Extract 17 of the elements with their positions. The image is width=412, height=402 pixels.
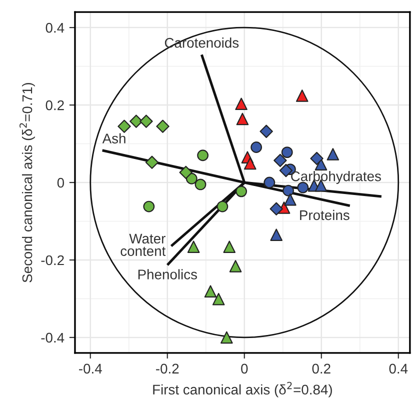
x-tick-label: 0.2 <box>312 364 330 374</box>
y-tick-label: -0.2 <box>41 255 64 266</box>
series-label: Proteins <box>300 210 350 220</box>
y-tick-label: 0 <box>57 178 64 188</box>
x-tick-label: -0.4 <box>79 364 102 374</box>
series-label: Phenolics <box>138 269 197 280</box>
x-axis-title: First canonical axis (δ$^{2}$=0.84) <box>153 382 332 398</box>
y-axis-title: Second canonical axis (δ$^{2}$=0.71) <box>20 82 35 282</box>
series-label: Ash <box>102 133 126 144</box>
series-label: Water content <box>120 234 166 256</box>
x-tick-label: -0.2 <box>156 364 179 374</box>
y-tick-label: 0.2 <box>46 100 64 110</box>
x-tick-label: 0 <box>241 364 248 374</box>
x-tick-label: 0.4 <box>389 364 408 374</box>
y-tick-label: -0.4 <box>41 332 64 343</box>
series-label: Carbohydrates <box>291 171 381 184</box>
y-tick-label: 0.4 <box>46 22 64 33</box>
